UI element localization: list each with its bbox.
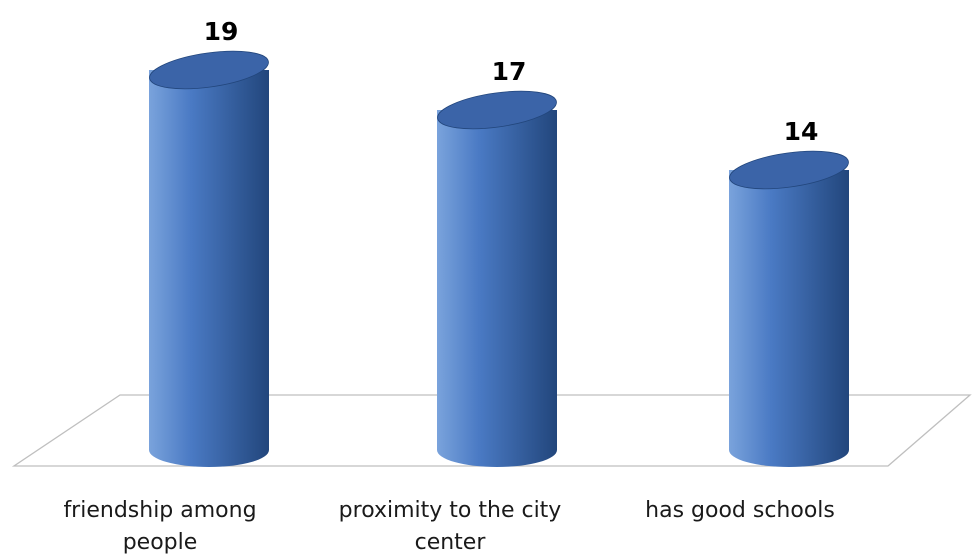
data-labels-layer: 19 17 14 [204, 17, 819, 146]
bar-schools [729, 150, 849, 467]
bar-top-friendship [149, 50, 269, 90]
category-label-schools: has good schools [645, 498, 835, 523]
bar-top-schools [729, 150, 849, 190]
bar-body-friendship [149, 70, 269, 467]
category-label-friendship: friendship among people [63, 498, 257, 555]
bar-body-schools [729, 170, 849, 467]
data-label-schools: 14 [784, 117, 819, 146]
category-label-proximity: proximity to the city center [338, 498, 562, 555]
bar-top-proximity [437, 90, 557, 130]
data-label-friendship: 19 [204, 17, 239, 46]
bar-body-proximity [437, 110, 557, 467]
bars-layer [149, 50, 849, 467]
bar-proximity [437, 90, 557, 467]
data-label-proximity: 17 [492, 57, 527, 86]
bar-friendship [149, 50, 269, 467]
